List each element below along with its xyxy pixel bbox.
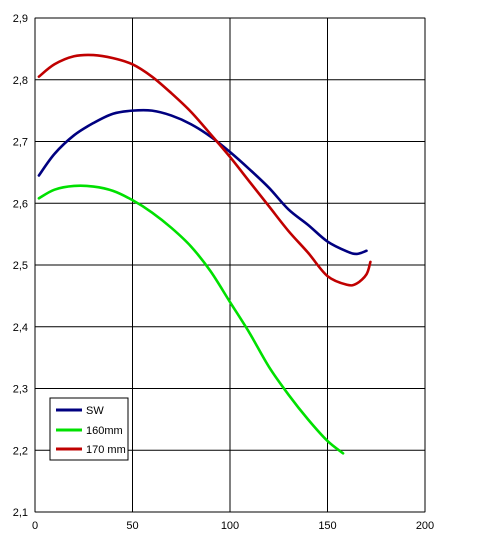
y-tick-label: 2,1 xyxy=(13,507,28,519)
series-line-sw xyxy=(37,108,368,256)
x-tick-label: 150 xyxy=(318,520,336,532)
y-tick-label: 2,4 xyxy=(13,322,28,334)
y-tick-label: 2,7 xyxy=(13,137,28,149)
legend-label-160mm: 160mm xyxy=(86,425,123,437)
legend: SW 160mm 170 mm xyxy=(49,397,129,461)
legend-label-170mm: 170 mm xyxy=(86,444,126,456)
x-tick-label: 0 xyxy=(32,520,38,532)
x-tick-label: 100 xyxy=(221,520,239,532)
y-tick-label: 2,9 xyxy=(13,13,28,25)
x-tick-label: 50 xyxy=(126,520,138,532)
gridlines xyxy=(34,17,426,513)
y-tick-label: 2,8 xyxy=(13,75,28,87)
y-axis-ticks: 2,1 2,2 2,3 2,4 2,5 2,6 2,7 2,8 2,9 xyxy=(13,13,28,519)
y-tick-label: 2,5 xyxy=(13,260,28,272)
series-line-160mm xyxy=(37,184,345,455)
x-tick-label: 200 xyxy=(416,520,434,532)
y-tick-label: 2,3 xyxy=(13,384,28,396)
y-tick-label: 2,2 xyxy=(13,445,28,457)
series-line-170mm xyxy=(37,53,372,287)
y-tick-label: 2,6 xyxy=(13,198,28,210)
legend-label-sw: SW xyxy=(86,405,104,417)
x-axis-ticks: 0 50 100 150 200 xyxy=(32,520,434,532)
series-lines xyxy=(37,53,372,455)
